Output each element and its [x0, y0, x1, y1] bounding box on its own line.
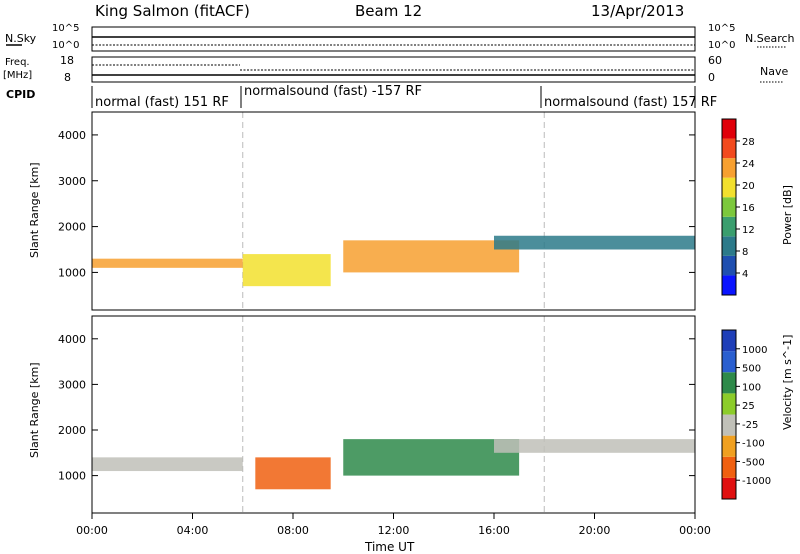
x-tick-label: 00:00 — [76, 524, 108, 537]
freq-tick-top: 18 — [60, 54, 74, 67]
x-tick-label: 08:00 — [277, 524, 309, 537]
power-y-ticks: 1000 2000 3000 4000 — [58, 129, 695, 279]
freq-label: Freq. — [5, 57, 30, 68]
colorbar-tick-label: 1000 — [742, 345, 767, 356]
y-tick-label: 1000 — [58, 266, 86, 279]
colorbar-swatch — [722, 351, 736, 373]
cpid-segment-3: normalsound (fast) 157 RF — [544, 95, 717, 110]
cpid-panel: CPID normal (fast) 151 RF normalsound (f… — [6, 84, 717, 110]
power-ylabel: Slant Range [km] — [28, 162, 41, 258]
nsky-label: N.Sky — [5, 32, 37, 45]
colorbar-swatch — [722, 477, 736, 499]
nave-label: Nave — [760, 65, 788, 78]
velocity-colorbar: -1000 -500 -100 -25 25 100 500 1000 Velocity [m… — [721, 329, 794, 500]
velocity-marks — [92, 316, 695, 513]
velocity-y-ticks: 1000 2000 3000 4000 — [58, 333, 695, 483]
power-colorbar-ticks: 4 8 12 16 20 24 28 — [736, 137, 755, 280]
beam-title: Beam 12 — [355, 2, 423, 20]
colorbar-tick-label: 28 — [742, 137, 755, 148]
power-plot: 1000 2000 3000 4000 Slant Range [km] — [28, 111, 696, 311]
nave-tick-top: 60 — [708, 54, 722, 67]
y-tick-label: 3000 — [58, 378, 86, 391]
x-tick-label: 04:00 — [177, 524, 209, 537]
echo-region — [494, 439, 695, 453]
colorbar-swatch — [722, 414, 736, 436]
x-tick-label: 16:00 — [478, 524, 510, 537]
station-title: King Salmon (fitACF) — [95, 2, 250, 20]
nsky-tick-top: 10^5 — [52, 23, 79, 34]
colorbar-tick-label: 25 — [742, 401, 755, 412]
colorbar-tick-label: 8 — [742, 247, 748, 258]
nave-tick-bottom: 0 — [708, 71, 715, 84]
x-tick-label: 00:00 — [679, 524, 711, 537]
velocity-ylabel: Slant Range [km] — [28, 362, 41, 458]
colorbar-swatch — [722, 372, 736, 394]
y-tick-label: 2000 — [58, 221, 86, 234]
colorbar-swatch — [722, 275, 736, 295]
cpid-segment-2: normalsound (fast) -157 RF — [244, 84, 422, 99]
y-tick-label: 2000 — [58, 424, 86, 437]
colorbar-tick-label: 500 — [742, 364, 761, 375]
freq-panel: Freq. [MHz] 18 8 60 0 Nave — [3, 54, 788, 84]
power-colorbar-swatches — [722, 119, 736, 295]
colorbar-swatch — [722, 177, 736, 198]
nsearch-tick-top: 10^5 — [708, 23, 735, 34]
colorbar-tick-label: 12 — [742, 225, 755, 236]
nsearch-label: N.Search — [745, 32, 795, 45]
colorbar-swatch — [722, 236, 736, 256]
time-axis-label: Time UT — [364, 540, 415, 554]
colorbar-swatch — [722, 158, 736, 178]
colorbar-tick-label: 20 — [742, 181, 755, 192]
echo-region — [242, 254, 331, 287]
cpid-label: CPID — [6, 88, 35, 101]
echo-region — [343, 240, 520, 273]
power-colorbar-label: Power [dB] — [781, 185, 794, 245]
echo-region — [255, 457, 331, 490]
freq-tick-bottom: 8 — [64, 71, 71, 84]
velocity-colorbar-ticks: -1000 -500 -100 -25 25 100 500 1000 — [736, 345, 771, 487]
y-tick-label: 3000 — [58, 175, 86, 188]
colorbar-tick-label: 16 — [742, 203, 755, 214]
echo-region — [343, 439, 520, 476]
echo-region — [494, 235, 695, 250]
y-tick-label: 4000 — [58, 129, 86, 142]
colorbar-swatch — [722, 216, 736, 237]
y-tick-label: 4000 — [58, 333, 86, 346]
colorbar-tick-label: 4 — [742, 269, 748, 280]
nsky-tick-bottom: 10^0 — [52, 40, 79, 51]
colorbar-swatch — [722, 456, 736, 478]
colorbar-tick-label: -100 — [742, 439, 765, 450]
time-axis-ticks: 00:00 04:00 08:00 12:00 16:00 20:00 00:00 — [76, 513, 711, 537]
velocity-colorbar-label: Velocity [m s^-1] — [781, 335, 794, 430]
power-marks — [92, 112, 695, 310]
colorbar-tick-label: -1000 — [742, 476, 771, 487]
power-colorbar: 4 8 12 16 20 24 28 Power [dB] — [721, 118, 794, 296]
cpid-segment-1: normal (fast) 151 RF — [95, 95, 229, 110]
freq-unit: [MHz] — [3, 70, 32, 81]
colorbar-swatch — [722, 197, 736, 217]
x-tick-label: 20:00 — [579, 524, 611, 537]
colorbar-swatch — [722, 330, 736, 352]
noise-panel: N.Sky 10^5 10^0 10^5 10^0 N.Search — [5, 23, 795, 52]
y-tick-label: 1000 — [58, 470, 86, 483]
colorbar-swatch — [722, 393, 736, 415]
colorbar-tick-label: 24 — [742, 159, 755, 170]
colorbar-swatch — [722, 138, 736, 159]
colorbar-tick-label: -25 — [742, 420, 758, 431]
colorbar-tick-label: -500 — [742, 457, 765, 468]
colorbar-swatch — [722, 255, 736, 276]
date-title: 13/Apr/2013 — [591, 2, 685, 20]
nsearch-tick-bottom: 10^0 — [708, 40, 735, 51]
colorbar-swatch — [722, 119, 736, 139]
echo-region — [92, 457, 243, 472]
colorbar-tick-label: 100 — [742, 382, 761, 393]
x-tick-label: 12:00 — [378, 524, 410, 537]
velocity-colorbar-swatches — [722, 330, 736, 499]
colorbar-swatch — [722, 435, 736, 457]
echo-region — [92, 258, 243, 268]
